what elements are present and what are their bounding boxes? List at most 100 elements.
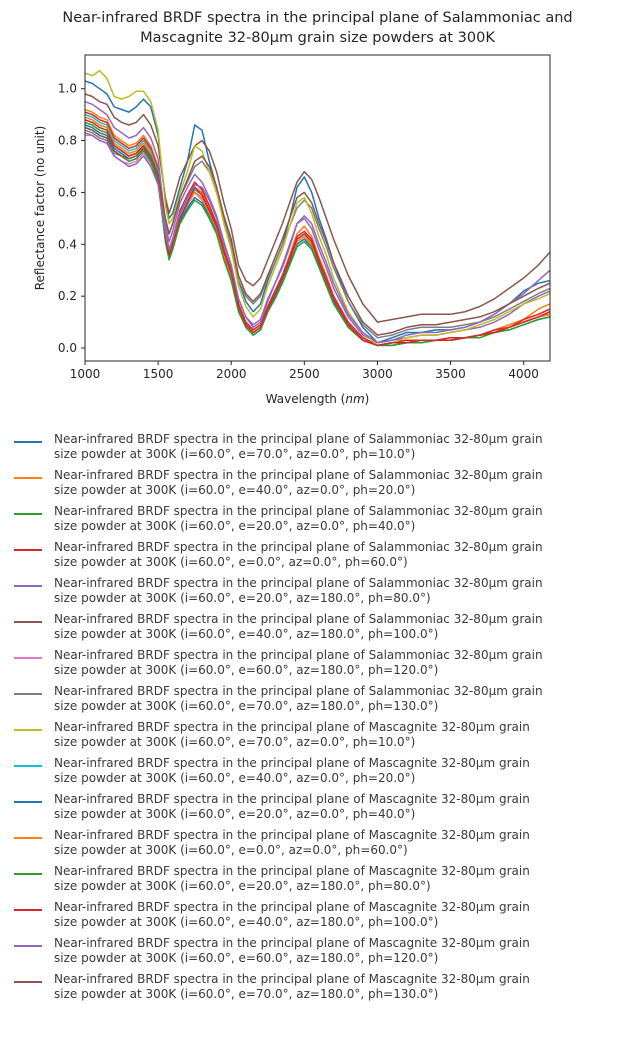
- legend-item-3: Near-infrared BRDF spectra in the princi…: [14, 504, 629, 540]
- chart-title-line-1: Near-infrared BRDF spectra in the princi…: [62, 10, 573, 26]
- x-tick-label-1500: 1500: [143, 367, 174, 381]
- legend-label-line: size powder at 300K (i=60.0°, e=70.0°, a…: [54, 699, 439, 713]
- chart-title: Near-infrared BRDF spectra in the princi…: [0, 8, 635, 48]
- x-tick-label-3000: 3000: [362, 367, 393, 381]
- legend-label: Near-infrared BRDF spectra in the princi…: [54, 792, 530, 822]
- x-tick-label-1000: 1000: [70, 367, 101, 381]
- legend-label-line: size powder at 300K (i=60.0°, e=40.0°, a…: [54, 627, 439, 641]
- legend-label-line: size powder at 300K (i=60.0°, e=20.0°, a…: [54, 879, 431, 893]
- legend-label-line: size powder at 300K (i=60.0°, e=60.0°, a…: [54, 951, 439, 965]
- legend-label: Near-infrared BRDF spectra in the princi…: [54, 540, 543, 570]
- legend-swatch: [14, 729, 42, 731]
- legend-swatch: [14, 585, 42, 587]
- legend-label-line: size powder at 300K (i=60.0°, e=70.0°, a…: [54, 735, 416, 749]
- legend-label-line: Near-infrared BRDF spectra in the princi…: [54, 648, 543, 662]
- legend-item-9: Near-infrared BRDF spectra in the princi…: [14, 720, 629, 756]
- y-tick-label-0.4: 0.4: [58, 237, 77, 251]
- legend-swatch: [14, 621, 42, 623]
- y-tick-label-0.0: 0.0: [58, 341, 77, 355]
- legend-label: Near-infrared BRDF spectra in the princi…: [54, 648, 543, 678]
- legend-label-line: Near-infrared BRDF spectra in the princi…: [54, 900, 530, 914]
- legend-swatch: [14, 873, 42, 875]
- legend-label-line: Near-infrared BRDF spectra in the princi…: [54, 468, 543, 482]
- legend-label-line: Near-infrared BRDF spectra in the princi…: [54, 864, 530, 878]
- legend: Near-infrared BRDF spectra in the princi…: [14, 432, 629, 1008]
- legend-label: Near-infrared BRDF spectra in the princi…: [54, 936, 530, 966]
- legend-item-10: Near-infrared BRDF spectra in the princi…: [14, 756, 629, 792]
- series-line-1: [85, 80, 550, 344]
- legend-swatch: [14, 981, 42, 983]
- legend-label-line: Near-infrared BRDF spectra in the princi…: [54, 972, 530, 986]
- legend-item-1: Near-infrared BRDF spectra in the princi…: [14, 432, 629, 468]
- chart-title-line-2: Mascagnite 32-80µm grain size powders at…: [140, 30, 495, 46]
- legend-label: Near-infrared BRDF spectra in the princi…: [54, 864, 530, 894]
- legend-label-line: Near-infrared BRDF spectra in the princi…: [54, 684, 543, 698]
- series-line-15: [85, 132, 550, 344]
- legend-label: Near-infrared BRDF spectra in the princi…: [54, 468, 543, 498]
- legend-swatch: [14, 909, 42, 911]
- x-tick-label-2500: 2500: [289, 367, 320, 381]
- legend-item-12: Near-infrared BRDF spectra in the princi…: [14, 828, 629, 864]
- legend-label-line: size powder at 300K (i=60.0°, e=40.0°, a…: [54, 483, 416, 497]
- legend-label-line: Near-infrared BRDF spectra in the princi…: [54, 432, 543, 446]
- legend-label: Near-infrared BRDF spectra in the princi…: [54, 828, 530, 858]
- x-axis-label: Wavelength (nm): [266, 392, 370, 406]
- y-tick-label-1.0: 1.0: [58, 82, 77, 96]
- legend-swatch: [14, 513, 42, 515]
- legend-swatch: [14, 441, 42, 443]
- legend-item-8: Near-infrared BRDF spectra in the princi…: [14, 684, 629, 720]
- legend-swatch: [14, 549, 42, 551]
- legend-label: Near-infrared BRDF spectra in the princi…: [54, 900, 530, 930]
- series-line-14: [85, 119, 550, 347]
- y-tick-label-0.8: 0.8: [58, 134, 77, 148]
- x-axis-label-text: Wavelength (: [266, 392, 346, 406]
- legend-swatch: [14, 477, 42, 479]
- legend-label: Near-infrared BRDF spectra in the princi…: [54, 720, 530, 750]
- legend-label-line: Near-infrared BRDF spectra in the princi…: [54, 576, 543, 590]
- legend-label: Near-infrared BRDF spectra in the princi…: [54, 972, 530, 1002]
- x-tick-label-2000: 2000: [216, 367, 247, 381]
- legend-swatch: [14, 765, 42, 767]
- series-line-2: [85, 108, 550, 347]
- x-tick-label-3500: 3500: [435, 367, 466, 381]
- legend-label: Near-infrared BRDF spectra in the princi…: [54, 684, 543, 714]
- legend-item-2: Near-infrared BRDF spectra in the princi…: [14, 468, 629, 504]
- legend-item-16: Near-infrared BRDF spectra in the princi…: [14, 972, 629, 1008]
- legend-label-line: Near-infrared BRDF spectra in the princi…: [54, 756, 530, 770]
- legend-label-line: Near-infrared BRDF spectra in the princi…: [54, 504, 543, 518]
- legend-label-line: size powder at 300K (i=60.0°, e=20.0°, a…: [54, 591, 431, 605]
- legend-label-line: size powder at 300K (i=60.0°, e=40.0°, a…: [54, 915, 439, 929]
- legend-item-13: Near-infrared BRDF spectra in the princi…: [14, 864, 629, 900]
- legend-swatch: [14, 837, 42, 839]
- legend-label: Near-infrared BRDF spectra in the princi…: [54, 576, 543, 606]
- legend-label-line: Near-infrared BRDF spectra in the princi…: [54, 720, 530, 734]
- legend-label-line: size powder at 300K (i=60.0°, e=60.0°, a…: [54, 663, 439, 677]
- legend-item-4: Near-infrared BRDF spectra in the princi…: [14, 540, 629, 576]
- legend-label: Near-infrared BRDF spectra in the princi…: [54, 756, 530, 786]
- legend-label-line: size powder at 300K (i=60.0°, e=70.0°, a…: [54, 447, 416, 461]
- y-tick-label-0.6: 0.6: [58, 185, 77, 199]
- legend-label-line: size powder at 300K (i=60.0°, e=20.0°, a…: [54, 807, 416, 821]
- y-axis-label: Reflectance factor (no unit): [33, 126, 47, 291]
- legend-label-line: Near-infrared BRDF spectra in the princi…: [54, 792, 530, 806]
- legend-label-line: Near-infrared BRDF spectra in the princi…: [54, 936, 530, 950]
- legend-swatch: [14, 801, 42, 803]
- line-chart: 1000 1500 2000 2500 3000 3500 4000 0.0 0.2 0.4 0.6…: [33, 54, 551, 406]
- legend-label-line: size powder at 300K (i=60.0°, e=40.0°, a…: [54, 771, 416, 785]
- legend-label-line: Near-infrared BRDF spectra in the princi…: [54, 828, 530, 842]
- legend-item-11: Near-infrared BRDF spectra in the princi…: [14, 792, 629, 828]
- plot-frame: [84, 54, 551, 362]
- legend-label: Near-infrared BRDF spectra in the princi…: [54, 432, 543, 462]
- y-tick-label-0.2: 0.2: [58, 289, 77, 303]
- legend-label-line: size powder at 300K (i=60.0°, e=0.0°, az…: [54, 555, 408, 569]
- legend-label-line: Near-infrared BRDF spectra in the princi…: [54, 540, 543, 554]
- legend-item-7: Near-infrared BRDF spectra in the princi…: [14, 648, 629, 684]
- legend-label-line: Near-infrared BRDF spectra in the princi…: [54, 612, 543, 626]
- x-axis-label-unit: nm: [345, 392, 364, 406]
- legend-item-15: Near-infrared BRDF spectra in the princi…: [14, 936, 629, 972]
- legend-item-14: Near-infrared BRDF spectra in the princi…: [14, 900, 629, 936]
- series-line-16: [85, 126, 550, 336]
- legend-label: Near-infrared BRDF spectra in the princi…: [54, 504, 543, 534]
- series-line-6: [85, 93, 550, 323]
- legend-item-6: Near-infrared BRDF spectra in the princi…: [14, 612, 629, 648]
